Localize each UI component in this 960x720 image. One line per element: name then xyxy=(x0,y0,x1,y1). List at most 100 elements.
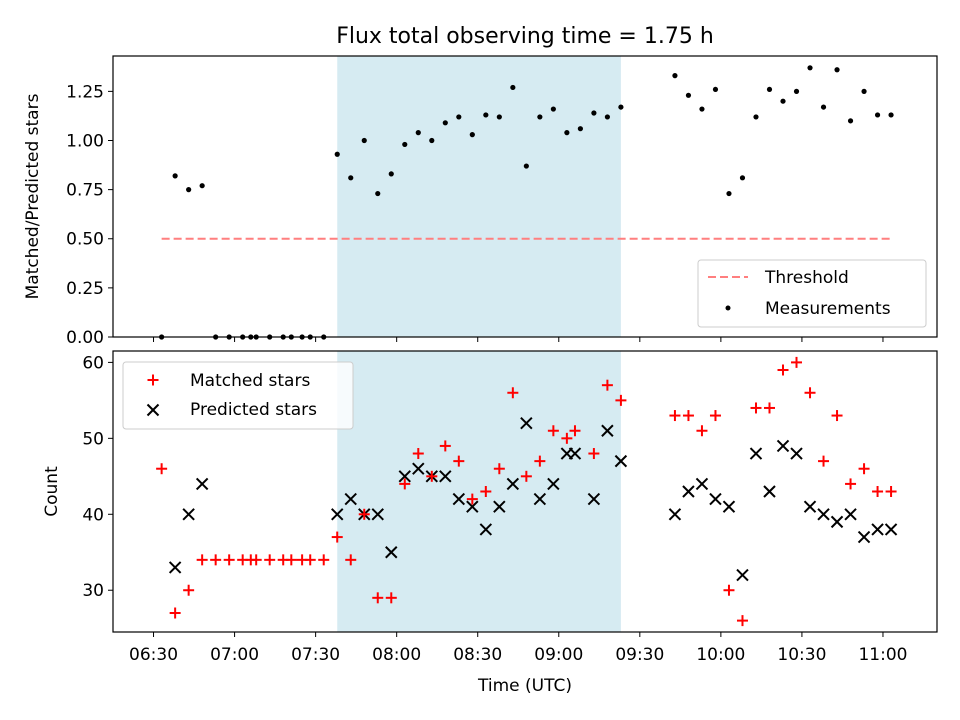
legend-box xyxy=(122,361,354,430)
x-stroke-2 xyxy=(398,470,411,483)
predicted-star-point xyxy=(844,508,857,521)
chart-title: Flux total observing time = 1.75 h xyxy=(336,24,714,49)
matched-star-point xyxy=(858,463,870,475)
measurement-point xyxy=(186,187,192,193)
measurement-point xyxy=(564,130,570,136)
x-stroke-2 xyxy=(533,492,547,506)
predicted-star-point xyxy=(587,492,601,506)
matched-star-point xyxy=(845,478,857,490)
measurement-point xyxy=(766,86,773,93)
predicted-star-point xyxy=(168,561,182,574)
x-stroke-2 xyxy=(331,508,344,521)
predicted-star-point xyxy=(493,500,506,513)
measurement-point xyxy=(739,175,746,181)
y-tick-label: 0.75 xyxy=(66,181,104,201)
observing-window-span xyxy=(337,56,621,337)
measurement-point xyxy=(483,112,489,118)
predicted-star-point xyxy=(568,447,582,460)
predicted-star-point xyxy=(452,492,466,506)
matched-star-point xyxy=(304,554,316,566)
y-axis-ticks: 0.00 0.25 0.50 0.75 1.00 1.25 xyxy=(66,82,113,348)
measurement-point xyxy=(861,88,867,94)
legend: Threshold Measurements xyxy=(697,259,927,328)
x-stroke-2 xyxy=(709,492,722,506)
y-tick-label: 1.00 xyxy=(66,131,104,151)
predicted-star-point xyxy=(763,485,776,498)
matched-star-point xyxy=(507,387,519,399)
measurement-point xyxy=(820,104,827,110)
x-stroke-2 xyxy=(601,424,614,437)
measurements-layer xyxy=(159,65,894,340)
matched-star-point xyxy=(569,425,581,437)
predicted-star-point xyxy=(817,508,830,521)
matched-star-point xyxy=(804,387,816,399)
x-stroke-2 xyxy=(479,523,493,536)
predicted-star-point xyxy=(749,447,763,460)
x-stroke-2 xyxy=(749,447,763,460)
matched-star-point xyxy=(466,493,478,505)
plot-frame xyxy=(112,350,938,633)
matched-star-point xyxy=(601,379,613,391)
measurement-point xyxy=(172,173,178,179)
x-stroke-2 xyxy=(790,447,803,460)
y-tick-label: 40 xyxy=(82,505,104,525)
predicted-stars-layer xyxy=(168,416,898,582)
x-stroke-2 xyxy=(412,462,425,475)
matched-star-point xyxy=(439,440,451,452)
legend-matched-label: Matched stars xyxy=(190,371,310,391)
x-stroke-2 xyxy=(736,568,749,582)
measurement-point xyxy=(726,190,732,197)
x-stroke-2 xyxy=(776,439,790,453)
x-tick-label: 09:30 xyxy=(615,645,664,665)
x-axis-ticks: 06:30 07:00 07:30 08:00 08:30 09:00 09:30 10:00… xyxy=(129,632,907,665)
matched-star-point xyxy=(399,478,411,490)
matched-star-point xyxy=(615,394,627,406)
measurement-point xyxy=(469,132,475,138)
legend-measurements-swatch xyxy=(725,305,731,311)
matched-star-point xyxy=(750,402,762,414)
matched-stars-layer xyxy=(156,356,897,627)
x-stroke-2 xyxy=(146,403,160,417)
measurement-point xyxy=(618,104,624,110)
x-stroke-2 xyxy=(493,500,506,513)
x-axis-ticks xyxy=(153,337,884,342)
x-axis-label: Time (UTC) xyxy=(477,676,572,696)
matched-star-point xyxy=(791,356,803,368)
measurement-point xyxy=(591,110,597,116)
matched-star-point xyxy=(709,410,721,422)
predicted-star-point xyxy=(479,523,493,536)
measurement-point xyxy=(199,183,205,189)
matched-star-point xyxy=(534,455,546,467)
matched-star-point xyxy=(196,554,208,566)
x-tick-label: 10:30 xyxy=(777,645,826,665)
matched-star-point xyxy=(345,554,357,566)
measurement-point xyxy=(334,151,340,157)
y-tick-label: 0.25 xyxy=(66,279,104,299)
x-stroke-2 xyxy=(614,454,628,468)
matched-star-point xyxy=(588,448,600,460)
measurement-point xyxy=(361,137,367,144)
predicted-star-point xyxy=(790,447,803,460)
measurement-point xyxy=(456,114,462,120)
matched-star-point xyxy=(318,554,330,566)
y-tick-label: 1.25 xyxy=(66,82,104,102)
predicted-star-point xyxy=(506,477,520,491)
predicted-star-point xyxy=(682,485,695,498)
x-stroke-2 xyxy=(587,492,601,506)
x-stroke-2 xyxy=(857,530,871,544)
predicted-star-point xyxy=(371,508,384,521)
matched-star-point xyxy=(210,554,222,566)
matched-star-point xyxy=(763,402,775,414)
x-stroke-2 xyxy=(722,500,736,513)
predicted-star-point xyxy=(722,500,736,513)
x-stroke-2 xyxy=(506,477,520,491)
matched-star-point xyxy=(831,410,843,422)
predicted-star-point xyxy=(385,546,398,559)
matched-star-point xyxy=(264,554,276,566)
measurement-point xyxy=(496,114,502,120)
matched-star-point xyxy=(480,486,492,497)
measurement-point xyxy=(793,88,800,94)
x-tick-label: 07:30 xyxy=(291,645,340,665)
predicted-star-point xyxy=(331,508,344,521)
legend-x-marker xyxy=(146,403,160,417)
